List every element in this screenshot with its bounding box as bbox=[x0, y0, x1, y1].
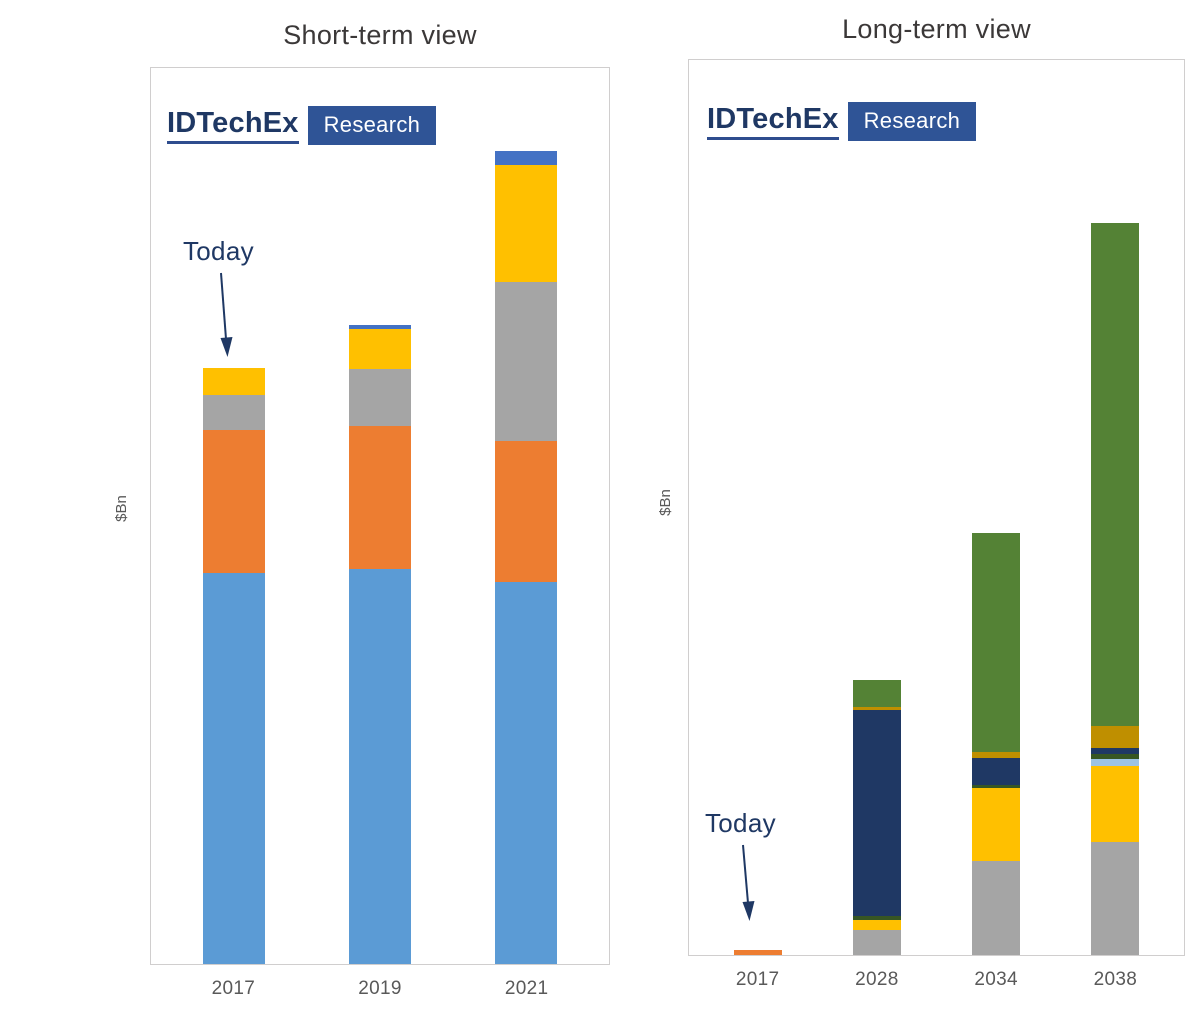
x-axis-label-2017: 2017 bbox=[735, 969, 780, 990]
bar-segment-dark-gold bbox=[853, 706, 902, 710]
bars bbox=[151, 68, 609, 964]
bar-segment-dark-gold bbox=[1090, 725, 1139, 748]
bar-segment-medium-blue bbox=[495, 150, 557, 165]
bar-segment-green bbox=[1090, 222, 1139, 726]
bar-segment-gold bbox=[203, 367, 265, 395]
chart-title-short-term: Short-term view bbox=[283, 20, 477, 50]
bar-segment-gold bbox=[853, 919, 902, 930]
bar-2017 bbox=[734, 60, 783, 955]
x-axis-label-2019: 2019 bbox=[358, 978, 402, 999]
idtechex-wordmark: IDTechEx bbox=[167, 107, 299, 144]
bar-segment-green bbox=[971, 532, 1020, 752]
bar-segment-orange bbox=[349, 426, 411, 569]
chart-title-long-term: Long-term view bbox=[842, 14, 1031, 44]
y-axis-label: $Bn bbox=[112, 495, 130, 522]
bar-segment-dark-green-sliver bbox=[853, 915, 902, 920]
bar-segment-navy bbox=[971, 757, 1020, 786]
bar-2028 bbox=[853, 60, 902, 955]
down-arrow-icon bbox=[220, 272, 233, 357]
bar-segment-orange bbox=[734, 949, 783, 955]
x-axis-label-2017: 2017 bbox=[211, 978, 256, 999]
chart-short-term: Short-term view $Bn IDTechEx Research To… bbox=[113, 20, 610, 1000]
bar-segment-gray bbox=[349, 368, 411, 427]
bar-segment-gray bbox=[495, 282, 557, 442]
bar-2034 bbox=[971, 60, 1020, 955]
bar-segment-orange bbox=[203, 430, 265, 573]
bar-segment-dark-green-sliver bbox=[1090, 753, 1139, 759]
bar-segment-gold bbox=[349, 328, 411, 369]
x-axis-label-2028: 2028 bbox=[855, 969, 899, 990]
today-label: Today bbox=[183, 236, 254, 266]
y-axis-label: $Bn bbox=[656, 489, 674, 516]
bars bbox=[689, 60, 1184, 955]
bar-segment-gray bbox=[1090, 842, 1139, 955]
research-badge: Research bbox=[847, 102, 977, 141]
x-labels: 2017 2028 2034 2038 bbox=[688, 969, 1185, 991]
x-axis-label-2021: 2021 bbox=[504, 978, 549, 999]
down-arrow-icon bbox=[742, 844, 755, 921]
bar-segment-light-blue bbox=[1090, 758, 1139, 766]
bar-segment-blue bbox=[495, 581, 557, 964]
x-labels: 2017 2019 2021 bbox=[150, 978, 610, 1000]
bar-segment-navy bbox=[853, 709, 902, 916]
bar-segment-navy bbox=[1090, 747, 1139, 754]
bar-segment-blue bbox=[203, 572, 265, 964]
chart-long-term: Long-term view $Bn IDTechEx Research Tod… bbox=[657, 14, 1185, 991]
bar-segment-gray bbox=[971, 861, 1020, 955]
today-annotation: Today bbox=[183, 236, 254, 359]
research-badge: Research bbox=[307, 106, 437, 145]
bar-segment-medium-blue bbox=[349, 324, 411, 329]
bar-2038 bbox=[1090, 60, 1139, 955]
bar-segment-gray bbox=[203, 394, 265, 431]
idtechex-logo: IDTechEx Research bbox=[167, 106, 437, 145]
bar-segment-gold bbox=[495, 164, 557, 283]
bar-2019 bbox=[349, 68, 411, 964]
today-label: Today bbox=[705, 808, 776, 838]
bar-segment-dark-green-sliver bbox=[971, 785, 1020, 789]
bar-segment-dark-gold bbox=[971, 751, 1020, 758]
x-axis-label-2038: 2038 bbox=[1093, 969, 1138, 990]
today-annotation: Today bbox=[705, 808, 776, 923]
bar-segment-gray bbox=[853, 929, 902, 955]
bar-segment-gold bbox=[971, 788, 1020, 862]
bar-segment-orange bbox=[495, 441, 557, 582]
bar-2021 bbox=[495, 68, 557, 964]
plot-area: IDTechEx Research Today bbox=[688, 59, 1185, 956]
bar-segment-blue bbox=[349, 568, 411, 964]
plot-area: IDTechEx Research Today bbox=[150, 67, 610, 965]
bar-segment-gold bbox=[1090, 765, 1139, 843]
bar-2017 bbox=[203, 68, 265, 964]
idtechex-wordmark: IDTechEx bbox=[707, 103, 839, 140]
bar-segment-green bbox=[853, 679, 902, 707]
idtechex-logo: IDTechEx Research bbox=[707, 102, 977, 141]
x-axis-label-2034: 2034 bbox=[974, 969, 1018, 990]
